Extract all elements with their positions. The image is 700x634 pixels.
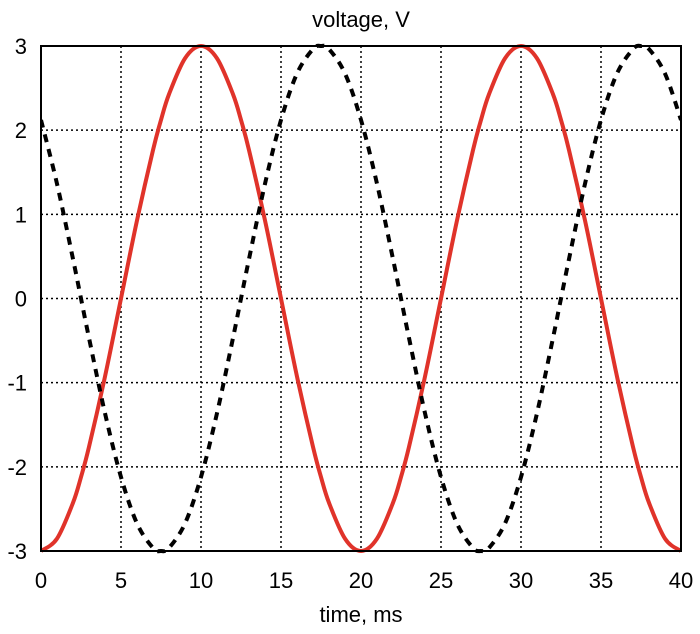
y-tick-label-2: -1: [7, 371, 27, 396]
x-tick-label-2: 10: [189, 568, 213, 593]
x-tick-label-6: 30: [509, 568, 533, 593]
x-tick-label-8: 40: [669, 568, 693, 593]
y-tick-label-1: -2: [7, 455, 27, 480]
y-tick-label-4: 1: [15, 202, 27, 227]
x-axis-label: time, ms: [319, 602, 402, 627]
x-tick-label-7: 35: [589, 568, 613, 593]
y-tick-label-5: 2: [15, 118, 27, 143]
y-tick-labels: -3 -2 -1 0 1 2 3: [7, 34, 27, 564]
x-tick-label-5: 25: [429, 568, 453, 593]
x-tick-label-4: 20: [349, 568, 373, 593]
chart-title: voltage, V: [312, 7, 410, 32]
y-tick-label-0: -3: [7, 539, 27, 564]
y-tick-label-6: 3: [15, 34, 27, 59]
x-tick-label-0: 0: [35, 568, 47, 593]
plot-frame: [40, 45, 682, 552]
x-tick-label-3: 15: [269, 568, 293, 593]
y-tick-label-3: 0: [15, 287, 27, 312]
series-line-dashed: [41, 43, 681, 554]
x-tick-labels: 0 5 10 15 20 25 30 35 40: [35, 568, 693, 593]
x-tick-label-1: 5: [115, 568, 127, 593]
